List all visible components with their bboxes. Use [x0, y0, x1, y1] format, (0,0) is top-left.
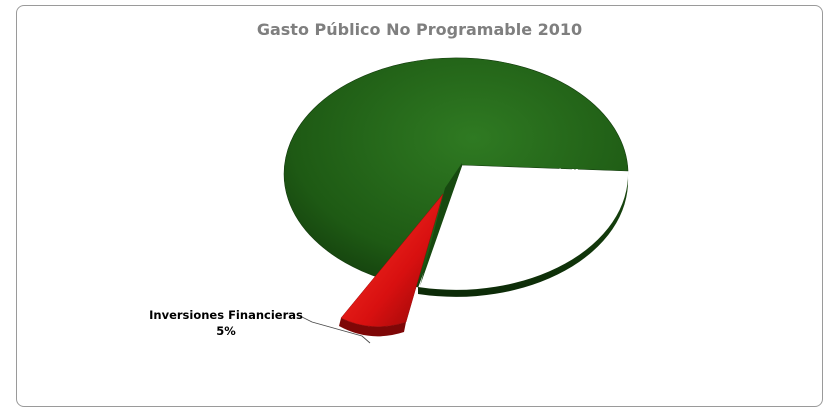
label-inversiones-percent: 5%: [216, 324, 236, 338]
leader-line: [299, 315, 371, 344]
slice-inversiones-financieras: [340, 193, 444, 327]
label-deuda-publica-percent: 95%: [533, 183, 561, 197]
label-deuda-publica-name: Deuda Pública: [501, 167, 594, 181]
slice-side-inversiones-financieras: [339, 318, 406, 337]
label-inversiones-name: Inversiones Financieras: [149, 308, 303, 322]
slice-inner-face: [420, 163, 462, 286]
chart-title: Gasto Público No Programable 2010: [256, 20, 583, 39]
